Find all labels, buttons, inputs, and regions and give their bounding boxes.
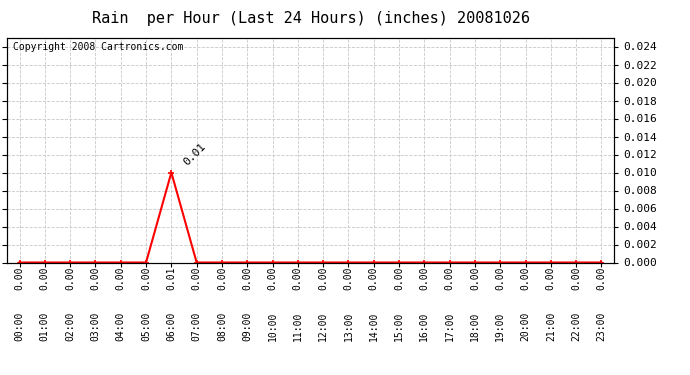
Text: 0.00: 0.00	[141, 266, 151, 290]
Text: 0.00: 0.00	[318, 266, 328, 290]
Text: 0.00: 0.00	[520, 266, 531, 290]
Text: 0.00: 0.00	[344, 266, 353, 290]
Text: 01:00: 01:00	[40, 311, 50, 340]
Text: 18:00: 18:00	[470, 311, 480, 340]
Text: 19:00: 19:00	[495, 311, 505, 340]
Text: 03:00: 03:00	[90, 311, 101, 340]
Text: 0.00: 0.00	[368, 266, 379, 290]
Text: 20:00: 20:00	[520, 311, 531, 340]
Text: 0.00: 0.00	[444, 266, 455, 290]
Text: 0.00: 0.00	[90, 266, 101, 290]
Text: 0.00: 0.00	[394, 266, 404, 290]
Text: 14:00: 14:00	[368, 311, 379, 340]
Text: 0.00: 0.00	[571, 266, 581, 290]
Text: 0.00: 0.00	[65, 266, 75, 290]
Text: 0.00: 0.00	[470, 266, 480, 290]
Text: 02:00: 02:00	[65, 311, 75, 340]
Text: 0.00: 0.00	[293, 266, 303, 290]
Text: 0.00: 0.00	[596, 266, 607, 290]
Text: 0.00: 0.00	[268, 266, 277, 290]
Text: 21:00: 21:00	[546, 311, 556, 340]
Text: 16:00: 16:00	[420, 311, 429, 340]
Text: 0.01: 0.01	[166, 266, 177, 290]
Text: 15:00: 15:00	[394, 311, 404, 340]
Text: 0.00: 0.00	[495, 266, 505, 290]
Text: 06:00: 06:00	[166, 311, 177, 340]
Text: 00:00: 00:00	[14, 311, 25, 340]
Text: 0.00: 0.00	[116, 266, 126, 290]
Text: 13:00: 13:00	[344, 311, 353, 340]
Text: 0.00: 0.00	[40, 266, 50, 290]
Text: 0.00: 0.00	[14, 266, 25, 290]
Text: 0.00: 0.00	[546, 266, 556, 290]
Text: 08:00: 08:00	[217, 311, 227, 340]
Text: Copyright 2008 Cartronics.com: Copyright 2008 Cartronics.com	[13, 42, 184, 52]
Text: 17:00: 17:00	[444, 311, 455, 340]
Text: 05:00: 05:00	[141, 311, 151, 340]
Text: 12:00: 12:00	[318, 311, 328, 340]
Text: 07:00: 07:00	[192, 311, 201, 340]
Text: Rain  per Hour (Last 24 Hours) (inches) 20081026: Rain per Hour (Last 24 Hours) (inches) 2…	[92, 11, 529, 26]
Text: 0.00: 0.00	[420, 266, 429, 290]
Text: 09:00: 09:00	[242, 311, 253, 340]
Text: 04:00: 04:00	[116, 311, 126, 340]
Text: 0.01: 0.01	[181, 141, 208, 167]
Text: 11:00: 11:00	[293, 311, 303, 340]
Text: 22:00: 22:00	[571, 311, 581, 340]
Text: 0.00: 0.00	[217, 266, 227, 290]
Text: 0.00: 0.00	[242, 266, 253, 290]
Text: 0.00: 0.00	[192, 266, 201, 290]
Text: 10:00: 10:00	[268, 311, 277, 340]
Text: 23:00: 23:00	[596, 311, 607, 340]
